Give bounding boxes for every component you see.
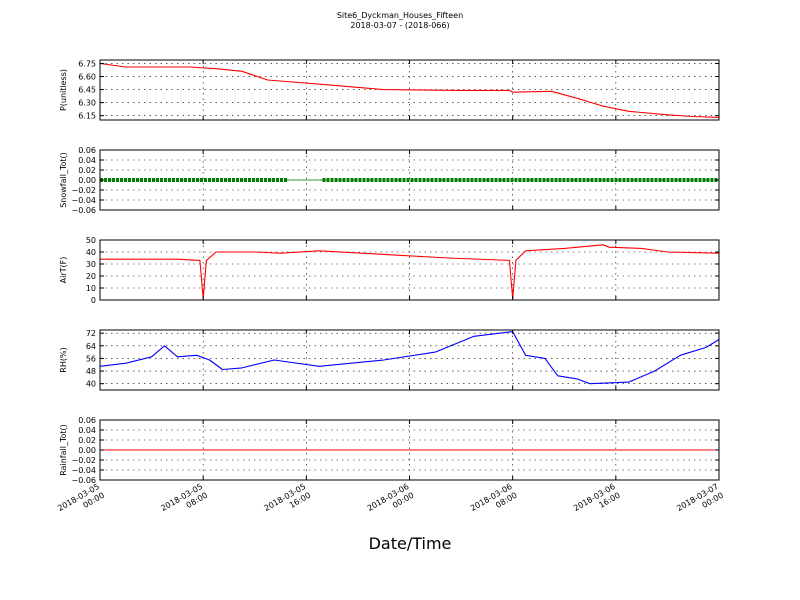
panel-0-ytick-label-2: 6.45 xyxy=(78,86,96,95)
panel-3-y-axis-label: RH(%) xyxy=(59,347,68,372)
x-tick-label-0: 2018-03-0500:00 xyxy=(56,482,106,522)
panel-0-ytick-label-0: 6.15 xyxy=(78,112,96,121)
x-tick-label-6: 2018-03-0700:00 xyxy=(675,482,725,522)
panel-1-ytick-label-3: 0.00 xyxy=(78,176,96,185)
panel-2-ytick-label-0: 0 xyxy=(91,296,96,305)
x-tick-label-2: 2018-03-0516:00 xyxy=(263,482,313,522)
x-tick-label-1: 2018-03-0508:00 xyxy=(159,482,209,522)
panel-1-y-axis-label: Snowfall_Tot() xyxy=(59,152,68,208)
panel-2-ytick-label-5: 50 xyxy=(86,236,96,245)
panel-2-series-line xyxy=(100,244,720,300)
panel-2-y-axis-label: AirT(F) xyxy=(59,257,68,284)
chart-subtitle: 2018-03-07 - (2018-066) xyxy=(350,21,450,30)
panel-4-y-axis-label: Rainfall_Tot() xyxy=(59,424,68,476)
panel-0-ytick-label-4: 6.75 xyxy=(78,59,96,68)
chart-title: Site6_Dyckman_Houses_Fifteen xyxy=(336,11,464,20)
panel-0-ytick-label-3: 6.60 xyxy=(78,73,96,82)
panel-2-ytick-label-2: 20 xyxy=(86,272,96,281)
panel-2-ytick-label-4: 40 xyxy=(86,248,96,257)
panel-1-ytick-label-4: 0.02 xyxy=(78,166,96,175)
x-axis-label: Date/Time xyxy=(368,534,452,553)
x-tick-label-3: 2018-03-0600:00 xyxy=(366,482,416,522)
panel-0-y-axis-label: P(unitless) xyxy=(59,69,68,111)
panel-4-ytick-label-1: −0.04 xyxy=(71,466,96,475)
panel-1-ytick-label-5: 0.04 xyxy=(78,156,96,165)
panel-1-ytick-label-2: −0.02 xyxy=(71,186,96,195)
panel-4-ytick-label-2: −0.02 xyxy=(71,456,96,465)
panel-0-ytick-label-1: 6.30 xyxy=(78,99,96,108)
panel-3-ytick-label-2: 56 xyxy=(86,354,96,363)
panel-4-ytick-label-6: 0.06 xyxy=(78,416,96,425)
x-tick-label-5: 2018-03-0616:00 xyxy=(572,482,622,522)
panel-2-ytick-label-3: 30 xyxy=(86,260,96,269)
panel-4-ytick-label-5: 0.04 xyxy=(78,426,96,435)
panel-3-ytick-label-3: 64 xyxy=(86,342,96,351)
panel-2-ytick-label-1: 10 xyxy=(86,284,96,293)
panel-4-ytick-label-4: 0.02 xyxy=(78,436,96,445)
x-tick-label-4: 2018-03-0608:00 xyxy=(469,482,519,522)
panel-4-ytick-label-0: −0.06 xyxy=(71,476,96,485)
panel-3-ytick-label-0: 40 xyxy=(86,380,96,389)
panel-0-series-line xyxy=(99,62,720,118)
panel-1-ytick-label-1: −0.04 xyxy=(71,196,96,205)
panel-1-ytick-label-0: −0.06 xyxy=(71,206,96,215)
panel-4-ytick-label-3: 0.00 xyxy=(78,446,96,455)
panel-3-series-line xyxy=(99,331,720,385)
panel-3-ytick-label-4: 72 xyxy=(86,329,96,338)
panel-1-ytick-label-6: 0.06 xyxy=(78,146,96,155)
panel-3-ytick-label-1: 48 xyxy=(86,367,96,376)
